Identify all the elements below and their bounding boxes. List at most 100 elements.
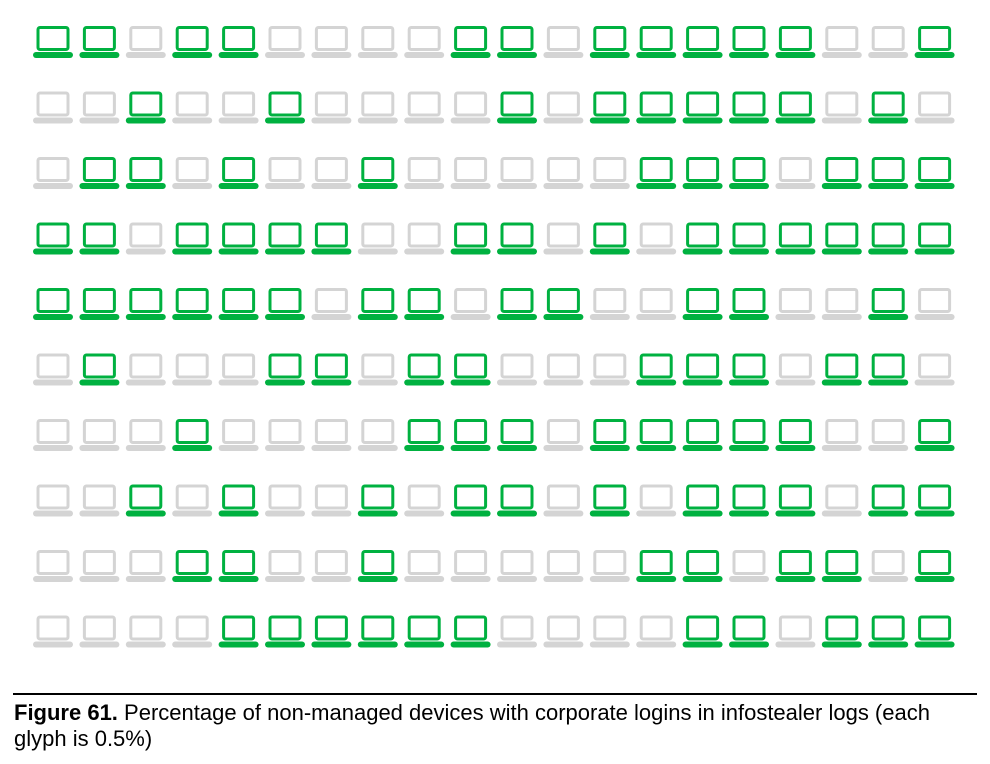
laptop-base [589,379,630,386]
laptop-icon-muted [404,484,445,517]
laptop-screen [268,484,302,510]
laptop-base [589,183,630,189]
laptop-icon-highlighted [636,157,677,189]
laptop-screen [268,419,302,444]
laptop-screen [686,419,720,444]
laptop-icon-muted [543,615,584,648]
laptop-icon-highlighted [125,91,166,124]
laptop-screen [129,615,163,641]
laptop-base [265,576,305,582]
laptop-base [497,445,537,451]
laptop-base [265,379,305,386]
laptop-screen [175,91,209,117]
laptop-icon-highlighted [497,484,537,517]
laptop-screen [175,615,209,641]
laptop-icon-highlighted [868,157,909,189]
laptop-screen [36,353,70,379]
laptop-base [636,379,677,386]
figure-caption-text: Percentage of non-managed devices with c… [14,700,930,751]
laptop-icon-muted [265,419,305,451]
laptop-icon-muted [79,615,120,648]
laptop-base [311,314,352,320]
laptop-icon-muted [311,26,352,58]
laptop-base [79,52,120,58]
laptop-screen [500,157,534,182]
laptop-icon-highlighted [404,353,445,386]
laptop-screen [407,353,441,379]
laptop-base [868,576,909,582]
laptop-screen [361,91,395,117]
laptop-icon-highlighted [589,26,630,58]
laptop-icon-muted [311,288,352,320]
laptop-base [125,52,166,58]
laptop-screen [407,419,441,444]
laptop-icon-muted [311,419,352,451]
laptop-base [775,314,816,320]
laptop-screen [732,26,766,51]
laptop-screen [778,550,812,575]
laptop-screen [871,26,905,51]
laptop-icon-highlighted [729,615,769,648]
laptop-icon-muted [868,550,909,582]
laptop-icon-muted [33,484,73,517]
laptop-icon-muted [79,550,120,582]
laptop-screen [407,26,441,51]
laptop-base [589,576,630,582]
laptop-base [404,445,445,451]
laptop-base [729,641,769,648]
laptop-screen [546,353,580,379]
laptop-base [914,379,955,386]
laptop-icon-muted [543,484,584,517]
laptop-icon-highlighted [265,353,305,386]
laptop-icon-muted [821,419,862,451]
laptop-icon-highlighted [682,484,723,517]
laptop-base [589,510,630,517]
laptop-icon-highlighted [543,288,584,320]
laptop-base [589,641,630,648]
laptop-screen [918,615,952,641]
laptop-icon-highlighted [914,157,955,189]
laptop-icon-muted [357,419,398,451]
laptop-screen [361,157,395,182]
laptop-icon-highlighted [914,484,955,517]
laptop-base [821,183,862,189]
laptop-screen [82,91,116,117]
laptop-screen [546,91,580,117]
laptop-icon-highlighted [821,222,862,255]
laptop-icon-highlighted [589,222,630,255]
laptop-base [636,314,677,320]
laptop-base [172,641,213,648]
laptop-base [404,52,445,58]
laptop-screen [918,288,952,313]
laptop-base [775,576,816,582]
laptop-screen [778,26,812,51]
laptop-screen [686,484,720,510]
laptop-screen [222,91,256,117]
laptop-base [404,379,445,386]
laptop-screen [778,222,812,248]
laptop-screen [222,419,256,444]
laptop-screen [732,419,766,444]
laptop-base [682,510,723,517]
laptop-icon-highlighted [729,26,769,58]
laptop-icon-muted [265,26,305,58]
laptop-screen [407,91,441,117]
laptop-screen [546,484,580,510]
laptop-screen [686,222,720,248]
laptop-base [497,379,537,386]
laptop-icon-muted [589,615,630,648]
laptop-base [682,379,723,386]
laptop-screen [361,419,395,444]
laptop-icon-highlighted [218,26,259,58]
laptop-screen [129,550,163,575]
laptop-icon-highlighted [868,615,909,648]
laptop-screen [36,484,70,510]
laptop-icon-muted [450,91,491,124]
laptop-screen [639,353,673,379]
laptop-icon-highlighted [125,288,166,320]
laptop-screen [454,484,488,510]
laptop-screen [36,222,70,248]
laptop-screen [82,615,116,641]
laptop-base [404,183,445,189]
laptop-screen [36,419,70,444]
